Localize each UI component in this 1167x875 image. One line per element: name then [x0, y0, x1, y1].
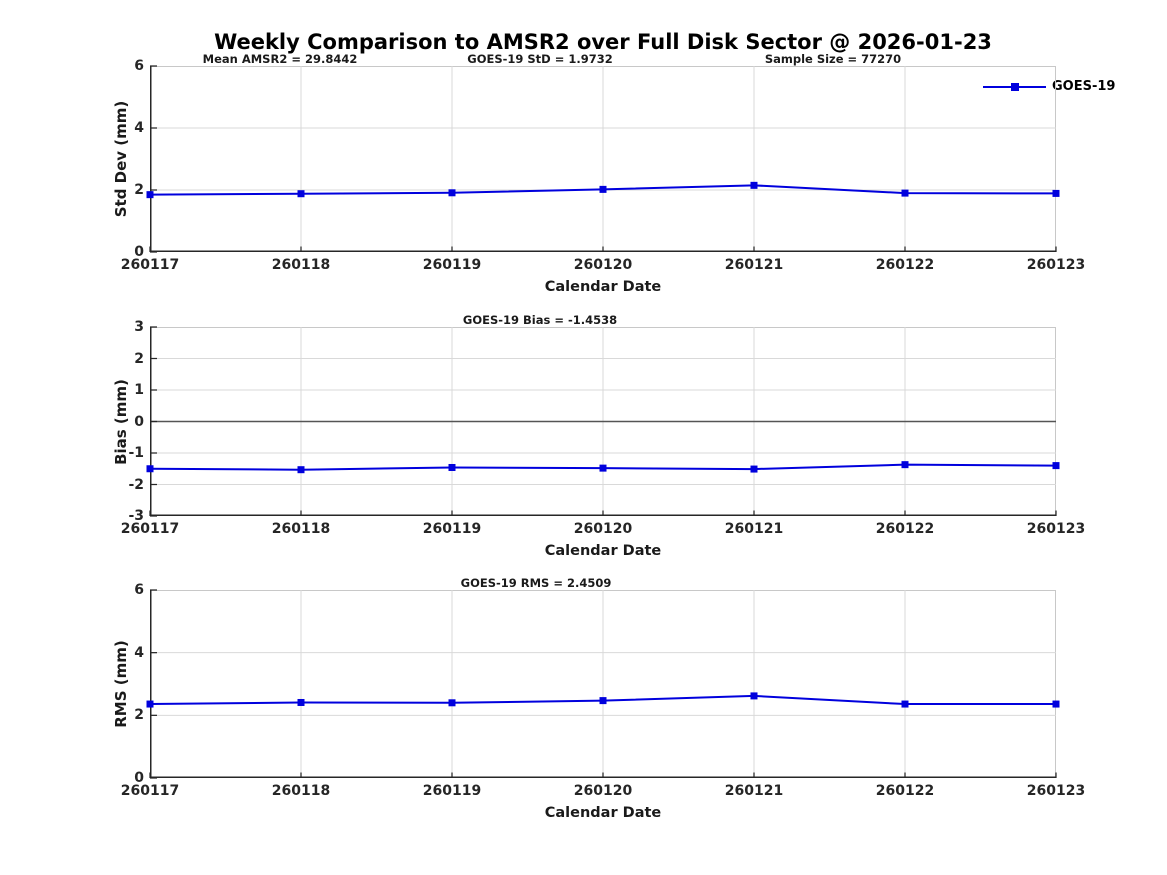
x-tick-label: 260119 — [422, 783, 482, 799]
data-point-marker — [901, 461, 909, 469]
x-tick-label: 260123 — [1026, 521, 1086, 537]
y-tick-label: -2 — [128, 476, 144, 493]
data-point-marker — [1052, 700, 1060, 708]
x-tick-label: 260118 — [271, 783, 331, 799]
data-point-marker — [1052, 462, 1060, 470]
rms-x-axis-label: Calendar Date — [544, 805, 662, 821]
x-tick-label: 260121 — [724, 521, 784, 537]
stddev-x-axis-label: Calendar Date — [544, 279, 662, 295]
x-tick-label: 260120 — [573, 521, 633, 537]
x-tick-label: 260119 — [422, 521, 482, 537]
data-point-marker — [750, 465, 758, 473]
annotation-text: Sample Size = 77270 — [764, 52, 902, 66]
rms-plot-area — [146, 589, 1060, 779]
x-tick-label: 260123 — [1026, 783, 1086, 799]
y-tick-label: 4 — [134, 120, 144, 136]
y-tick-label: 1 — [134, 382, 144, 398]
y-tick-label: 3 — [134, 319, 144, 335]
annotation-text: GOES-19 StD = 1.9732 — [467, 52, 613, 66]
annotation-text: GOES-19 Bias = -1.4538 — [462, 313, 618, 327]
bias-plot-area — [146, 326, 1060, 517]
figure-title: Weekly Comparison to AMSR2 over Full Dis… — [214, 30, 992, 54]
y-tick-label: 2 — [134, 182, 144, 198]
x-tick-label: 260118 — [271, 521, 331, 537]
x-tick-label: 260122 — [875, 257, 935, 273]
y-tick-label: 0 — [134, 244, 144, 260]
x-tick-label: 260123 — [1026, 257, 1086, 273]
y-tick-label: 2 — [134, 707, 144, 724]
x-tick-label: 260121 — [724, 257, 784, 273]
y-tick-label: 4 — [134, 644, 144, 661]
y-tick-label: -1 — [128, 445, 144, 461]
x-tick-label: 260117 — [120, 257, 180, 273]
data-point-marker — [599, 464, 607, 472]
data-point-marker — [146, 700, 154, 708]
x-tick-label: 260119 — [422, 257, 482, 273]
data-point-marker — [901, 189, 909, 197]
data-point-marker — [448, 189, 456, 197]
legend-label: GOES-19 — [1052, 79, 1116, 94]
y-tick-label: 2 — [134, 350, 144, 367]
data-point-marker — [1052, 189, 1060, 197]
x-tick-label: 260122 — [875, 521, 935, 537]
data-point-marker — [146, 465, 154, 473]
data-point-marker — [750, 692, 758, 700]
annotation-text: Mean AMSR2 = 29.8442 — [202, 52, 358, 66]
bias-x-axis-label: Calendar Date — [544, 543, 662, 559]
data-point-marker — [297, 698, 305, 706]
x-tick-label: 260120 — [573, 783, 633, 799]
annotation-text: GOES-19 RMS = 2.4509 — [460, 576, 612, 590]
x-tick-label: 260117 — [120, 783, 180, 799]
data-point-marker — [901, 700, 909, 708]
legend-square-marker-icon — [1011, 83, 1019, 91]
x-tick-label: 260117 — [120, 521, 180, 537]
y-tick-label: -3 — [128, 508, 144, 524]
data-point-marker — [750, 181, 758, 189]
y-tick-label: 6 — [134, 582, 144, 598]
data-point-marker — [448, 463, 456, 471]
x-tick-label: 260118 — [271, 257, 331, 273]
data-point-marker — [448, 699, 456, 707]
data-point-marker — [599, 185, 607, 193]
stddev-plot-area — [146, 65, 1060, 253]
x-tick-label: 260122 — [875, 783, 935, 799]
y-tick-label: 6 — [134, 58, 144, 74]
y-tick-label: 0 — [134, 770, 144, 786]
data-point-marker — [297, 466, 305, 474]
x-tick-label: 260120 — [573, 257, 633, 273]
data-point-marker — [146, 191, 154, 199]
data-point-marker — [599, 697, 607, 705]
y-tick-label: 0 — [134, 413, 144, 430]
data-point-marker — [297, 190, 305, 198]
x-tick-label: 260121 — [724, 783, 784, 799]
